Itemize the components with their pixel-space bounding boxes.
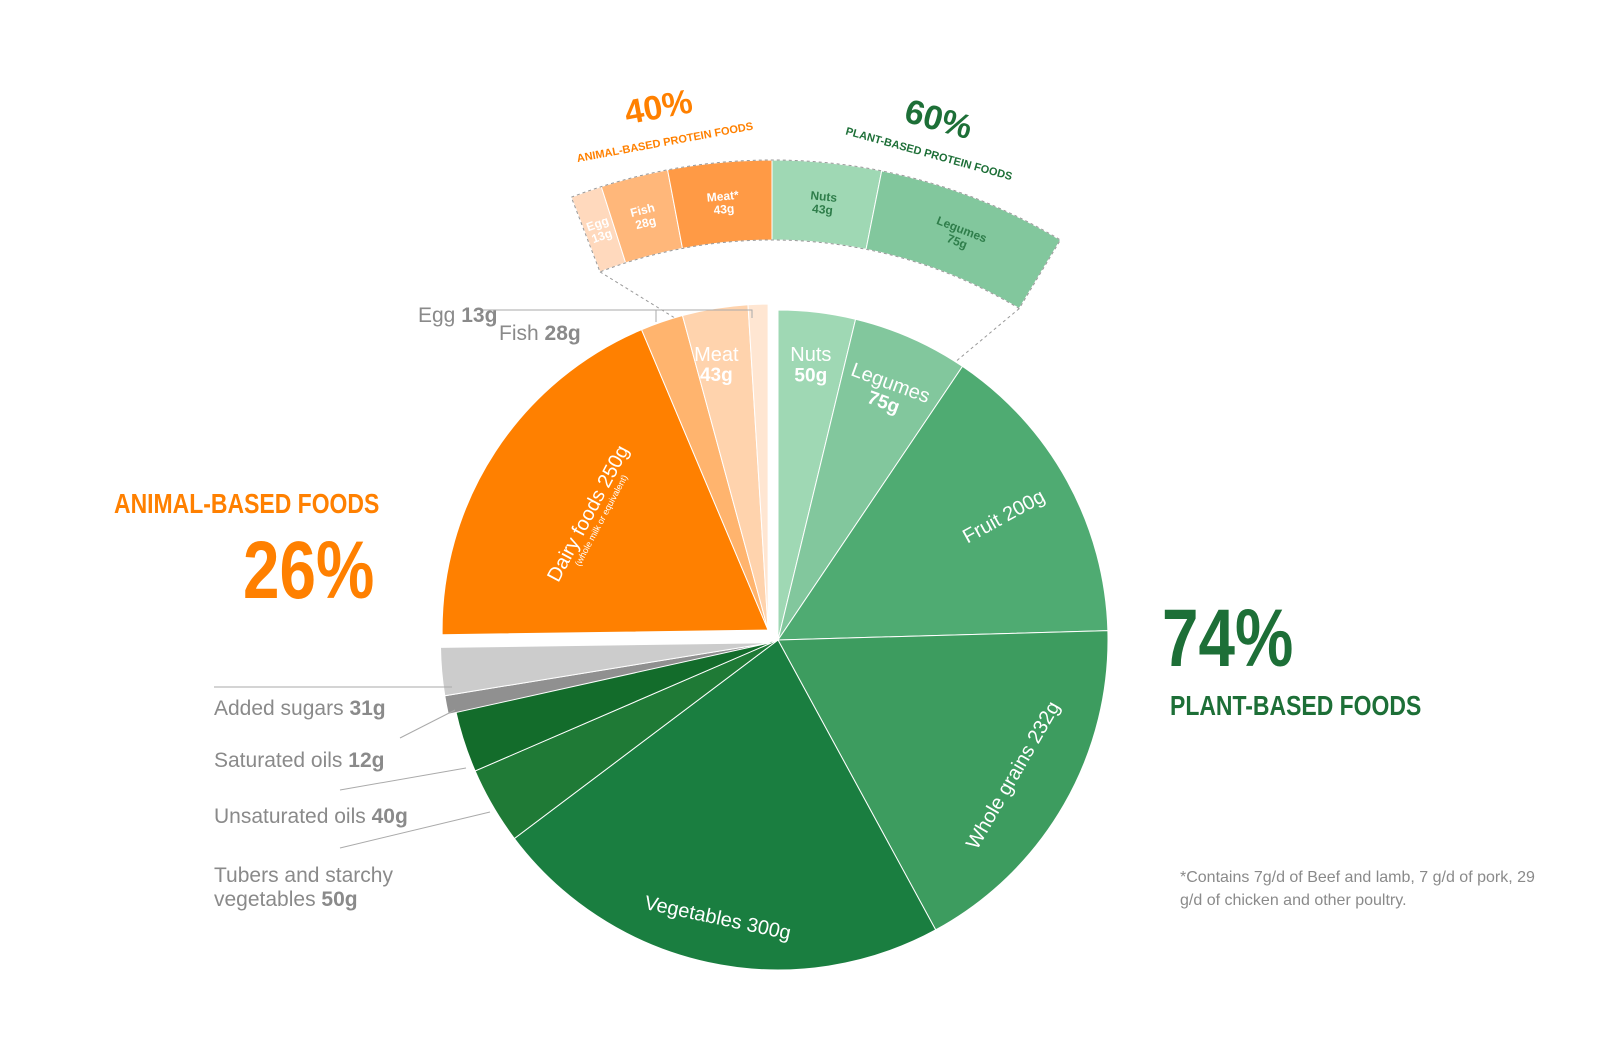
plant-foods-title: PLANT-BASED FOODS (1170, 690, 1422, 721)
animal-foods-percent: 26% (243, 525, 375, 616)
protein-segment-text: Nuts (810, 188, 838, 205)
animal-foods-title: ANIMAL-BASED FOODS (114, 488, 380, 519)
label-saturated-oils: Saturated oils 12g (214, 749, 385, 772)
protein-segment-text: 43g (812, 202, 834, 218)
pie-slice-vegetables (513, 639, 937, 971)
slice-label-text: Nuts (790, 344, 831, 366)
label-egg: Egg 13g (418, 304, 498, 327)
protein-arc-outline (570, 159, 1062, 310)
label-added-sugars: Added sugars 31g (214, 697, 386, 720)
footnote: *Contains 7g/d of Beef and lamb, 7 g/d o… (1180, 869, 1535, 909)
plant-foods-percent: 74% (1162, 593, 1294, 684)
protein-segment-label: Meat*43g (706, 188, 740, 217)
leader-line (339, 767, 467, 791)
pie-slice-dairy (441, 329, 769, 636)
protein-link-line (599, 271, 733, 354)
leader-line (339, 811, 491, 849)
protein-segment-text: 28g (634, 213, 657, 232)
leader-line (399, 709, 456, 739)
slice-label-text: 50g (794, 365, 827, 386)
slice-label-text: Meat (694, 344, 739, 366)
label-unsaturated-oils: Unsaturated oils 40g (214, 805, 408, 828)
label-fish: Fish 28g (499, 322, 581, 345)
slice-label-text: 43g (700, 365, 733, 386)
protein-segment-text: Fish (629, 200, 656, 220)
label-tubers: Tubers and starchy vegetables 50g (214, 864, 393, 911)
protein-segment-text: 75g (945, 231, 969, 252)
protein-segment-text: 43g (713, 201, 735, 217)
protein-plant-percent: 60% (901, 92, 977, 147)
pie-slice-fruit (777, 365, 1109, 641)
protein-animal-title: ANIMAL-BASED PROTEIN FOODS (576, 121, 754, 165)
pie-slice-whole-grains (777, 630, 1109, 931)
protein-segment-text: 13g (590, 226, 614, 246)
protein-segment-text: Meat* (706, 188, 740, 205)
pie-slice-egg (747, 303, 769, 631)
pie-slice-added-sugars (440, 642, 771, 697)
leader-line (496, 309, 657, 322)
leader-lines (214, 309, 753, 849)
protein-animal-percent: 40% (622, 83, 696, 133)
pie (440, 303, 1109, 971)
